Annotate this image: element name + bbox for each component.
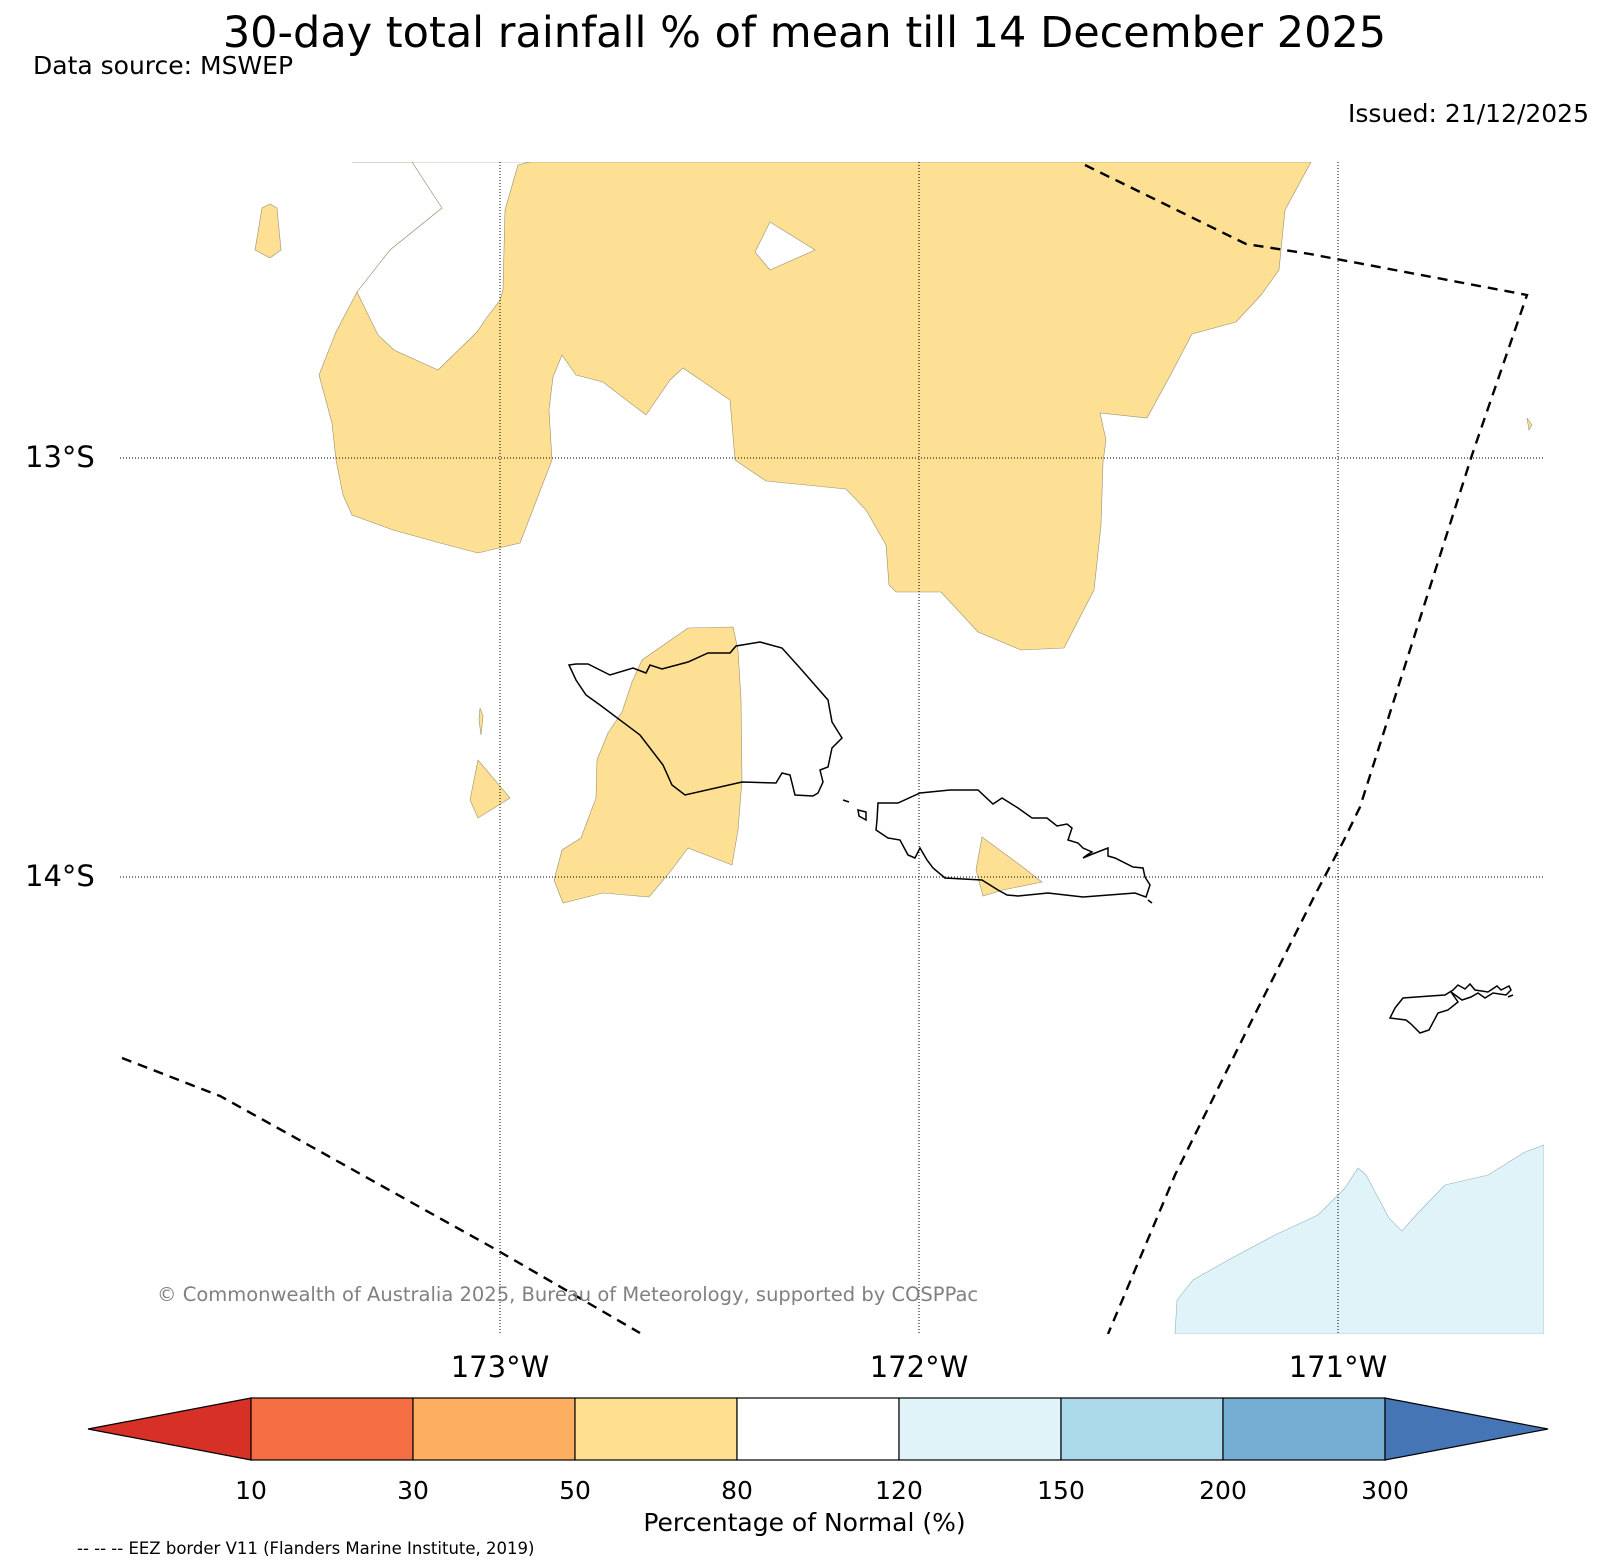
eez-legend-note: -- -- -- EEZ border V11 (Flanders Marine… (77, 1539, 535, 1558)
rainfall-region-50-80 (553, 626, 743, 904)
issued-date-label: Issued: 21/12/2025 (1348, 99, 1589, 128)
colorbar-tick-label: 150 (1037, 1476, 1085, 1505)
lat-label-13s: 13°S (25, 440, 95, 474)
colorbar-segment-150-200 (1060, 1397, 1224, 1461)
lon-label-171w: 171°W (1288, 1350, 1388, 1384)
colorbar-extend-high (1384, 1397, 1549, 1461)
rainfall-gap-white (754, 221, 816, 271)
upolu-coastline (875, 789, 1151, 898)
lat-label-14s: 14°S (25, 859, 95, 893)
map-title: 30-day total rainfall % of mean till 14 … (222, 8, 1387, 58)
islet-coastline (1147, 899, 1153, 904)
colorbar-tick-label: 80 (721, 1476, 753, 1505)
rainfall-region-50-80 (254, 203, 282, 259)
colorbar-tick-label: 30 (397, 1476, 429, 1505)
colorbar-title: Percentage of Normal (%) (643, 1508, 966, 1537)
rainfall-gap-white (352, 162, 531, 371)
colorbar-segment-200-300 (1222, 1397, 1386, 1461)
islet-coastline (1507, 994, 1514, 998)
savaii-coastline (567, 641, 843, 797)
rainfall-region-50-80 (975, 836, 1043, 897)
data-source-label: Data source: MSWEP (33, 51, 294, 80)
rainfall-region-50-80 (478, 707, 484, 736)
lon-label-173w: 173°W (450, 1350, 550, 1384)
rainfall-region-50-80 (469, 759, 511, 819)
colorbar-tick-label: 50 (559, 1476, 591, 1505)
colorbar-segment-10-30 (250, 1397, 414, 1461)
islet-coastline (857, 808, 867, 822)
colorbar-extend-low (87, 1397, 252, 1461)
colorbar-tick-label: 120 (875, 1476, 923, 1505)
colorbar (87, 1397, 1549, 1461)
colorbar-tick-label: 300 (1361, 1476, 1409, 1505)
colorbar-segment-30-50 (412, 1397, 576, 1461)
islet-coastline (842, 799, 850, 803)
colorbar-segment-120-150 (898, 1397, 1062, 1461)
copyright-notice: © Commonwealth of Australia 2025, Bureau… (157, 1283, 979, 1306)
colorbar-segment-50-80 (574, 1397, 738, 1461)
eez-border (121, 163, 1529, 1334)
rainfall-region-120-150 (1174, 1144, 1544, 1334)
gridlines (120, 162, 1544, 1334)
map-area (120, 162, 1544, 1334)
colorbar-tick-label: 200 (1199, 1476, 1247, 1505)
tutuila-coastline (1388, 982, 1512, 1034)
rainfall-region-50-80 (318, 162, 1312, 651)
lon-label-172w: 172°W (869, 1350, 969, 1384)
rainfall-region-50-80 (1526, 417, 1533, 431)
colorbar-segment-80-120 (736, 1397, 900, 1461)
coastlines (567, 641, 1514, 1034)
colorbar-tick-label: 10 (235, 1476, 267, 1505)
